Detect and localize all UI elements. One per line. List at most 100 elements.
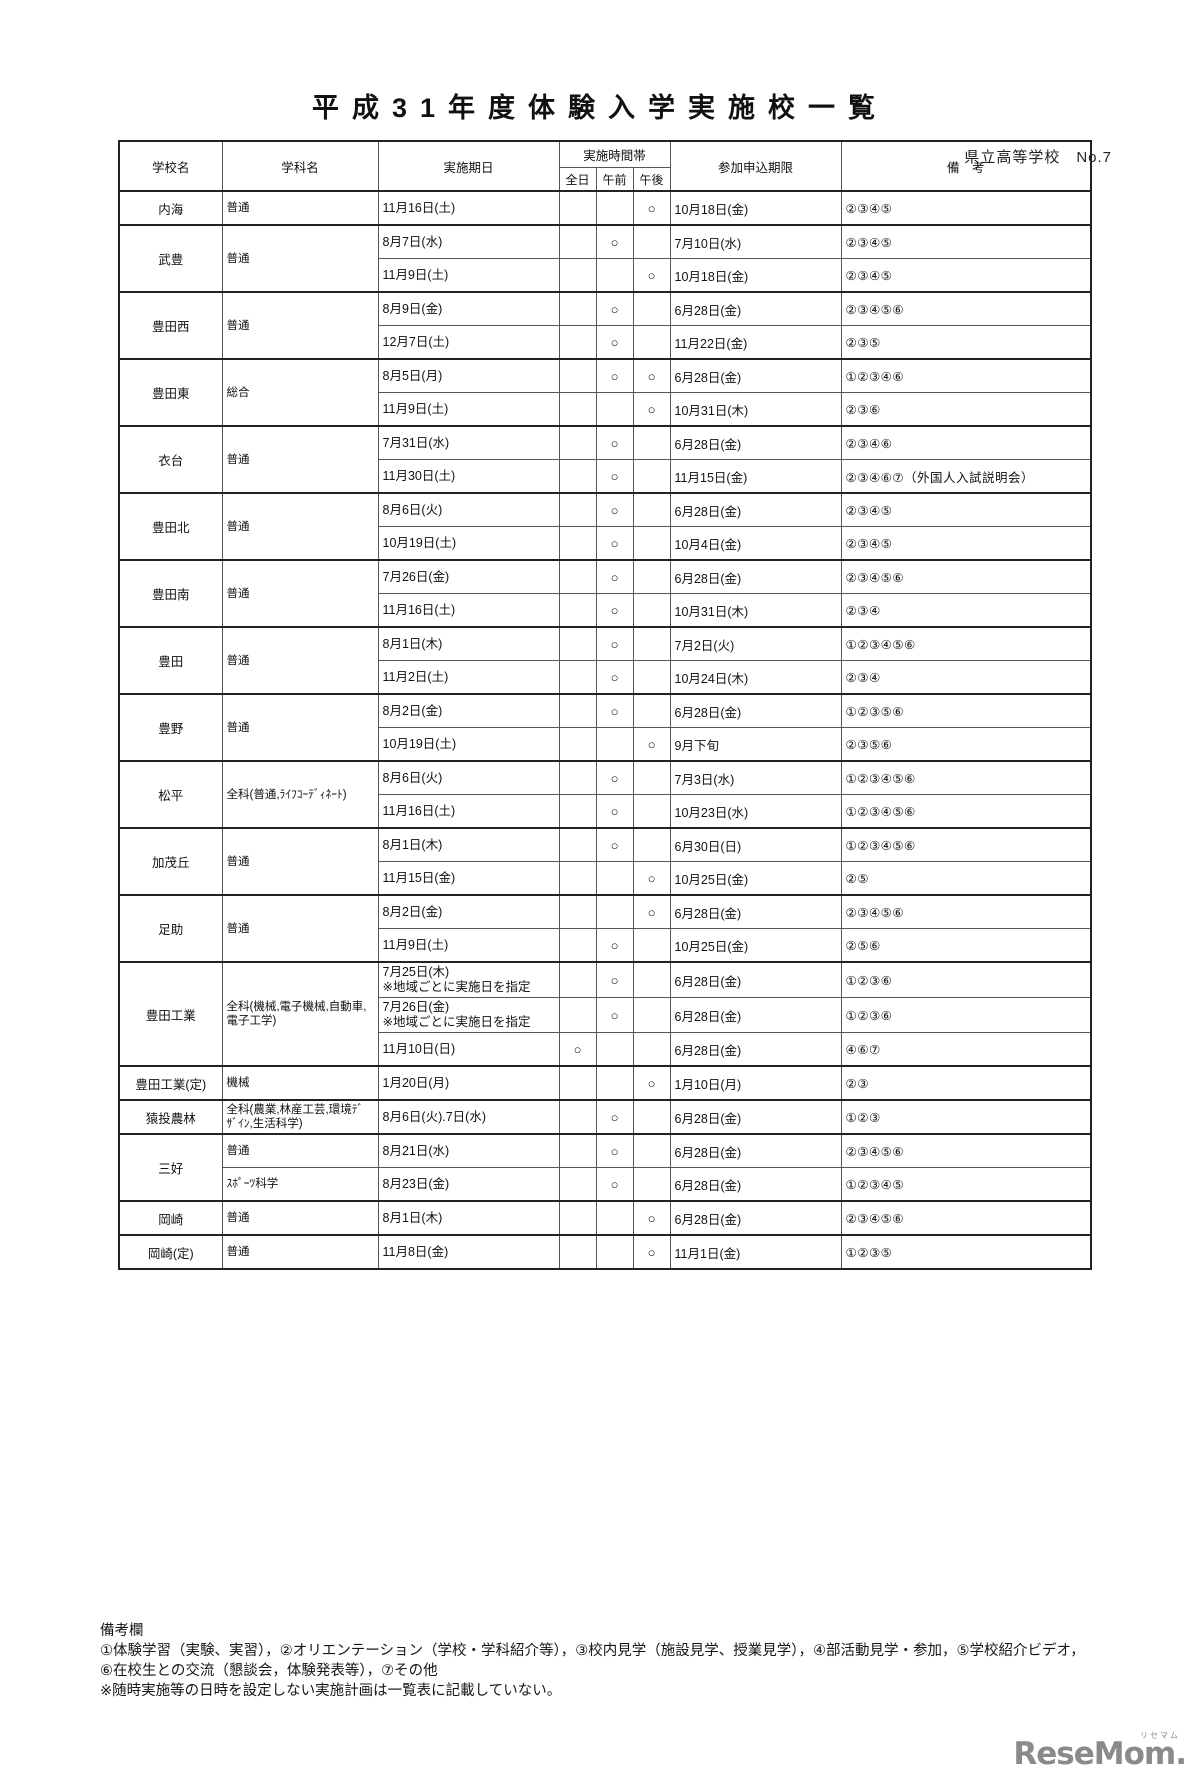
notes-cell: ②③④ (840, 660, 1092, 695)
deadline-cell: 6月28日(金) (669, 492, 842, 527)
date-cell: 11月2日(土) (377, 660, 560, 695)
all-day-mark-cell: ○ (558, 1032, 597, 1067)
morning-mark-cell (595, 1032, 634, 1067)
morning-mark-cell: ○ (595, 660, 634, 695)
morning-mark-cell (595, 258, 634, 293)
morning-mark-cell (595, 1065, 634, 1101)
date-cell: 8月23日(金) (377, 1167, 560, 1202)
department-cell: 普通 (221, 626, 379, 695)
afternoon-mark-cell: ○ (632, 1200, 671, 1236)
notes-cell: ①②③④⑤⑥ (840, 760, 1092, 795)
all-day-mark-cell (558, 861, 597, 896)
deadline-cell: 10月24日(木) (669, 660, 842, 695)
department-cell: 普通 (221, 492, 379, 561)
school-name-cell: 豊田工業(定) (118, 1065, 223, 1101)
table-row: 岡崎 普通 8月1日(木) ○ 6月28日(金) ②③④⑤⑥ (118, 1200, 1092, 1236)
afternoon-mark-cell (632, 1133, 671, 1168)
department-cell: 普通 (221, 425, 379, 494)
date-cell: 10月19日(土) (377, 727, 560, 762)
department-cell: 普通 (221, 827, 379, 896)
table-row: 武豊 普通 8月7日(水) ○ 7月10日(水) ②③④⑤ (118, 224, 1092, 293)
footnote-line: ※随時実施等の日時を設定しない実施計画は一覧表に記載していない。 (100, 1683, 562, 1699)
deadline-cell: 10月25日(金) (669, 861, 842, 896)
all-day-mark-cell (558, 827, 597, 862)
column-header-morning: 午前 (595, 167, 634, 192)
department-cell: 普通 (221, 559, 379, 628)
notes-cell: ①②③④⑤ (840, 1167, 1092, 1202)
school-name-cell: 足助 (118, 894, 223, 963)
afternoon-mark-cell (632, 794, 671, 829)
afternoon-mark-cell (632, 1032, 671, 1067)
school-name-cell: 豊田北 (118, 492, 223, 561)
school-name-cell: 内海 (118, 190, 223, 226)
notes-cell: ①②③ (840, 1099, 1092, 1135)
table-row: 豊田工業 全科(機械,電子機械,自動車,電子工学) 7月25日(木) ※地域ごとに実… (118, 961, 1092, 1067)
footnote-line: ⑥在校生との交流（懇談会，体験発表等），⑦その他 (100, 1663, 438, 1679)
table-row: 10月19日(土) ○ 9月下旬 ②③⑤⑥ (119, 727, 1092, 762)
date-cell: 11月30日(土) (377, 459, 560, 494)
deadline-cell: 6月28日(金) (669, 997, 842, 1033)
afternoon-mark-cell (632, 1099, 671, 1135)
school-name-cell: 猿投農林 (118, 1099, 223, 1135)
table-row: 豊田西 普通 8月9日(金) ○ 6月28日(金) ②③④⑤⑥ (118, 291, 1092, 360)
deadline-cell: 6月28日(金) (669, 961, 842, 998)
deadline-cell: 7月10日(水) (669, 224, 842, 259)
all-day-mark-cell (558, 1099, 597, 1135)
table-row: 猿投農林 全科(農業,林産工芸,環境ﾃﾞｻﾞｲﾝ,生活科学) 8月6日(火).7日(… (118, 1099, 1092, 1135)
deadline-cell: 9月下旬 (669, 727, 842, 762)
deadline-cell: 7月2日(火) (669, 626, 842, 661)
afternoon-mark-cell (632, 559, 671, 594)
department-cell: 普通 (221, 693, 379, 762)
notes-cell: ①②③④⑤⑥ (840, 827, 1092, 862)
deadline-cell: 7月3日(水) (669, 760, 842, 795)
table-row: 豊田北 普通 8月6日(火) ○ 6月28日(金) ②③④⑤ (118, 492, 1092, 561)
deadline-cell: 11月1日(金) (669, 1234, 842, 1270)
schedule-table-body: 内海 普通 11月16日(土) ○ 10月18日(金) ②③④⑤ 武豊 普通 8月7日(水) ○ 7… (118, 190, 1092, 1270)
school-name-cell: 豊野 (118, 693, 223, 762)
notes-cell: ①②③④⑤⑥ (840, 794, 1092, 829)
table-row: 豊田南 普通 7月26日(金) ○ 6月28日(金) ②③④⑤⑥ (118, 559, 1092, 628)
school-name-cell: 岡崎 (118, 1200, 223, 1236)
all-day-mark-cell (558, 593, 597, 628)
afternoon-mark-cell: ○ (632, 727, 671, 762)
department-cell: 普通 (221, 1200, 379, 1236)
afternoon-mark-cell (632, 760, 671, 795)
deadline-cell: 6月28日(金) (669, 894, 842, 929)
table-row: 11月30日(土) ○ 11月15日(金) ②③④⑥⑦（外国人入試説明会） (119, 459, 1092, 494)
afternoon-mark-cell (632, 325, 671, 360)
notes-cell: ②③⑤ (840, 325, 1092, 360)
morning-mark-cell: ○ (595, 593, 634, 628)
department-cell: 全科(農業,林産工芸,環境ﾃﾞｻﾞｲﾝ,生活科学) (221, 1099, 379, 1135)
table-row: 7月26日(金) ※地域ごとに実施日を指定 ○ 6月28日(金) ①②③⑥ (119, 997, 1092, 1033)
afternoon-mark-cell (632, 492, 671, 527)
afternoon-mark-cell (632, 961, 671, 998)
all-day-mark-cell (558, 997, 597, 1033)
date-cell: 8月1日(木) (377, 827, 560, 862)
date-cell: 11月9日(土) (377, 392, 560, 427)
notes-cell: ②③④⑥ (840, 425, 1092, 460)
deadline-cell: 11月22日(金) (669, 325, 842, 360)
all-day-mark-cell (558, 358, 597, 393)
notes-cell: ②③⑥ (840, 392, 1092, 427)
afternoon-mark-cell (632, 593, 671, 628)
morning-mark-cell: ○ (595, 291, 634, 326)
notes-cell: ②③④⑤ (840, 190, 1092, 226)
resemom-logo-text: ReseMom. (1013, 1736, 1187, 1772)
all-day-mark-cell (558, 291, 597, 326)
notes-cell: ①②③④⑤⑥ (840, 626, 1092, 661)
deadline-cell: 6月28日(金) (669, 425, 842, 460)
date-cell: 8月6日(火) (377, 492, 560, 527)
school-name-cell: 加茂丘 (118, 827, 223, 896)
notes-cell: ②③④ (840, 593, 1092, 628)
morning-mark-cell (595, 861, 634, 896)
school-name-cell: 豊田東 (118, 358, 223, 427)
date-cell: 8月2日(金) (377, 693, 560, 728)
all-day-mark-cell (558, 1200, 597, 1236)
column-header-department: 学科名 (221, 140, 379, 192)
afternoon-mark-cell: ○ (632, 190, 671, 226)
page-corner-label: 県立高等学校 No.7 (964, 149, 1112, 166)
date-cell: 11月15日(金) (377, 861, 560, 896)
notes-cell: ②③ (840, 1065, 1092, 1101)
date-cell: 8月7日(水) (377, 224, 560, 259)
notes-cell: ②⑤ (840, 861, 1092, 896)
